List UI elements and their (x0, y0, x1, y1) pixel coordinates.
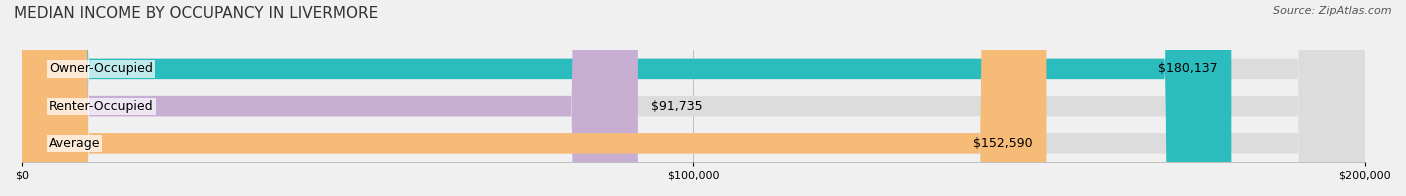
Text: Renter-Occupied: Renter-Occupied (49, 100, 153, 113)
Text: Average: Average (49, 137, 100, 150)
Text: MEDIAN INCOME BY OCCUPANCY IN LIVERMORE: MEDIAN INCOME BY OCCUPANCY IN LIVERMORE (14, 6, 378, 21)
Text: $152,590: $152,590 (973, 137, 1033, 150)
FancyBboxPatch shape (22, 0, 1365, 196)
FancyBboxPatch shape (22, 0, 1046, 196)
Text: Owner-Occupied: Owner-Occupied (49, 62, 153, 75)
FancyBboxPatch shape (22, 0, 1365, 196)
Text: Source: ZipAtlas.com: Source: ZipAtlas.com (1274, 6, 1392, 16)
Text: $180,137: $180,137 (1159, 62, 1218, 75)
Text: $91,735: $91,735 (651, 100, 703, 113)
FancyBboxPatch shape (22, 0, 1232, 196)
FancyBboxPatch shape (22, 0, 1365, 196)
FancyBboxPatch shape (22, 0, 638, 196)
